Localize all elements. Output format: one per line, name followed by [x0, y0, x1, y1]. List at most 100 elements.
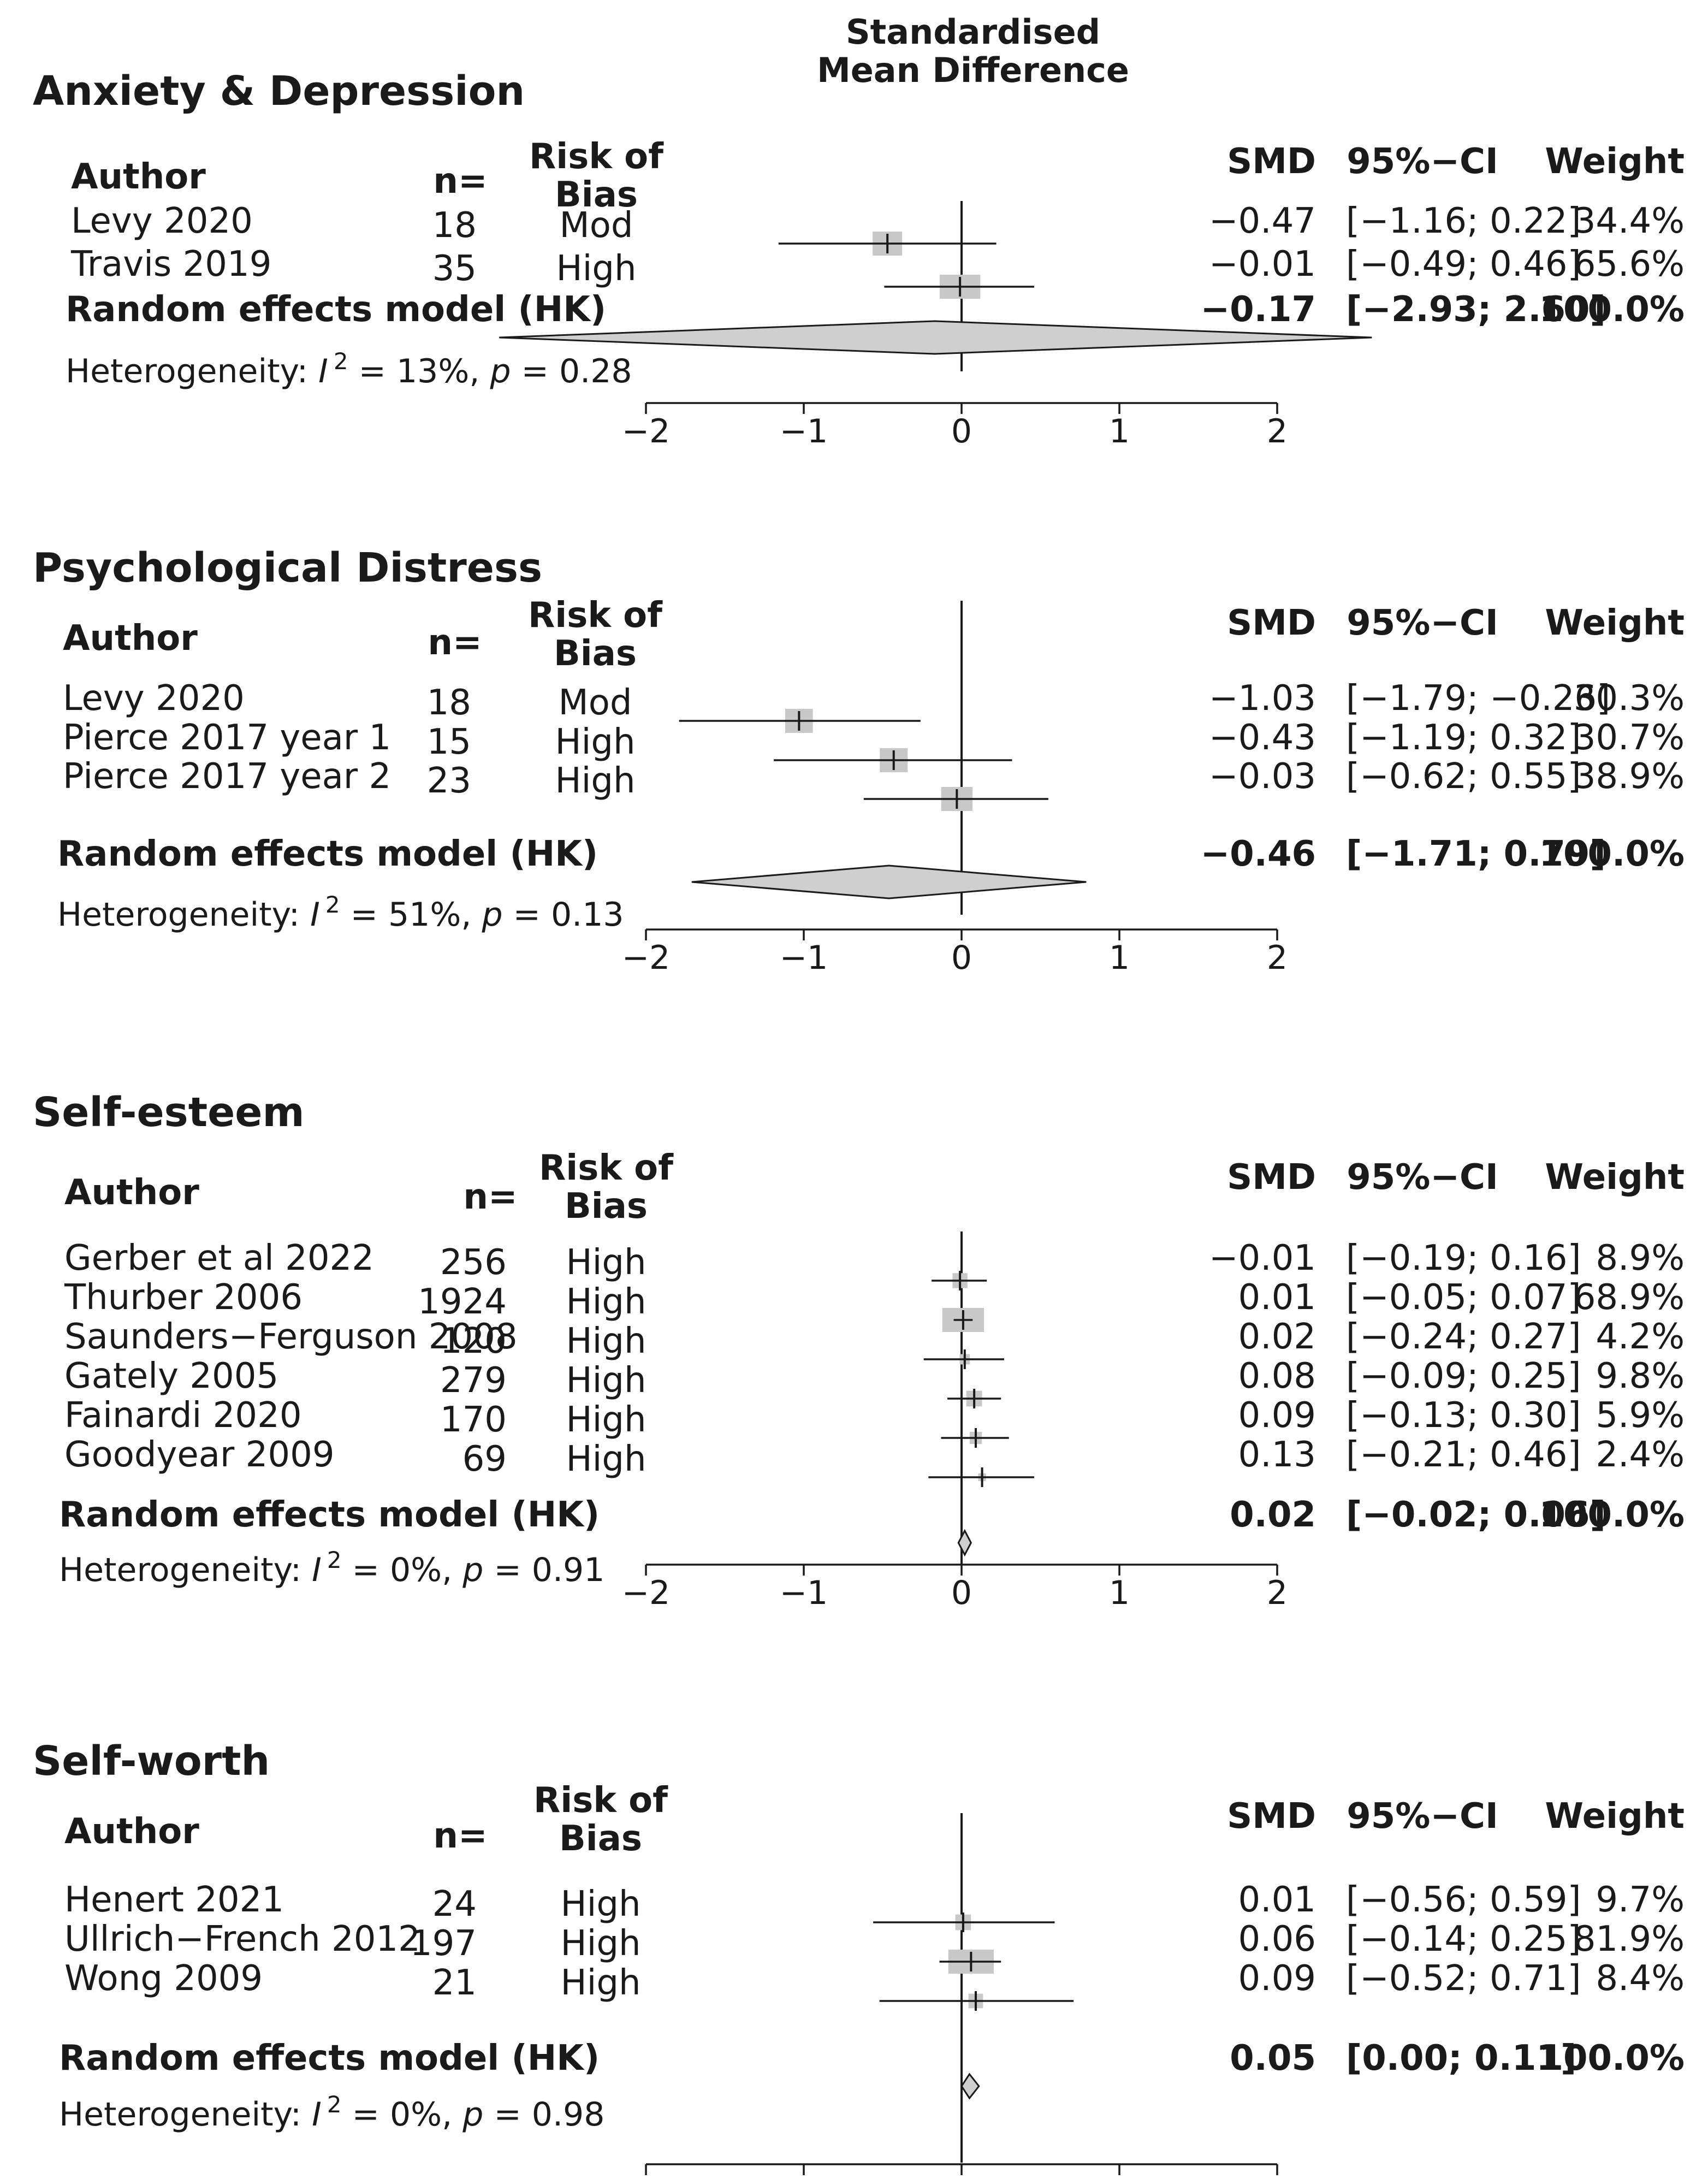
header-smd: SMD	[1227, 141, 1316, 182]
study-smd-value: −0.01	[1209, 244, 1316, 285]
pooled-smd-value: −0.46	[1200, 834, 1316, 874]
study-ci-value: [−0.14; 0.25]	[1346, 1919, 1581, 1959]
study-risk-of-bias: High	[566, 1439, 646, 1479]
header-author: Author	[64, 1173, 199, 1213]
header-n: n=	[463, 1177, 517, 1217]
panel-title: Self-esteem	[33, 1089, 305, 1136]
study-row: Goodyear 2009 69 High 0.13 [−0.21; 0.46] 2.4%	[64, 1435, 1685, 1487]
panel-title: Psychological Distress	[33, 544, 542, 591]
pooled-smd-value: −0.17	[1200, 289, 1316, 330]
study-row: Pierce 2017 year 2 23 High −0.03 [−0.62; 0.5…	[63, 756, 1685, 811]
study-weight-value: 2.4%	[1596, 1435, 1685, 1475]
x-axis-tick-label: −2	[622, 1574, 670, 1612]
study-n: 35	[432, 248, 477, 289]
heterogeneity-part: = 51%,	[340, 896, 482, 934]
study-ci-value: [−0.49; 0.46]	[1346, 244, 1581, 285]
study-row: Levy 2020 18 Mod −0.47 [−1.16; 0.22]34.4%	[71, 201, 1685, 256]
x-axis-tick-label: 1	[1109, 1574, 1130, 1612]
x-axis-tick-label: 1	[1109, 412, 1130, 451]
study-weight-value: 38.9%	[1574, 756, 1685, 797]
x-axis-tick-label: −1	[780, 2174, 828, 2179]
header-author: Author	[64, 1811, 199, 1852]
heterogeneity-part: Heterogeneity:	[59, 1551, 312, 1589]
study-author: Levy 2020	[63, 678, 245, 719]
panel-title: Anxiety & Depression	[33, 68, 525, 115]
header-risk-of-bias-line2: Bias	[565, 1186, 648, 1227]
study-risk-of-bias: High	[560, 1923, 640, 1964]
study-risk-of-bias: High	[555, 761, 635, 801]
study-weight-value: 9.8%	[1596, 1356, 1685, 1396]
pooled-label: Random effects model (HK)	[59, 2038, 600, 2079]
heterogeneity-part: = 13%,	[348, 352, 490, 390]
study-risk-of-bias: High	[566, 1360, 646, 1401]
study-ci-value: [−1.79; −0.26]	[1346, 678, 1610, 719]
heterogeneity-part: 2	[327, 2091, 342, 2118]
heterogeneity-part: = 0.98	[483, 2095, 604, 2134]
heterogeneity-part: 2	[325, 891, 340, 918]
study-weight-value: 30.3%	[1574, 678, 1685, 719]
study-risk-of-bias: High	[556, 248, 636, 289]
header-risk-of-bias-line2: Bias	[555, 175, 638, 215]
study-author: Gerber et al 2022	[64, 1238, 374, 1278]
study-ci-value: [−0.56; 0.59]	[1346, 1880, 1581, 1920]
study-smd-value: −0.03	[1209, 756, 1316, 797]
header-risk-of-bias-line1: Risk of	[529, 137, 664, 177]
study-n: 18	[432, 205, 477, 246]
study-n: 23	[427, 761, 471, 801]
study-weight-value: 68.9%	[1574, 1277, 1685, 1318]
study-risk-of-bias: High	[566, 1400, 646, 1440]
study-risk-of-bias: High	[560, 1884, 640, 1925]
study-row: Pierce 2017 year 1 15 High −0.43 [−1.19; 0.3…	[63, 718, 1685, 772]
heterogeneity-part: 2	[334, 348, 348, 375]
study-n: 120	[440, 1321, 507, 1361]
pooled-row: Random effects model (HK) 0.02 [−0.02; 0.0…	[59, 1495, 1685, 1557]
study-ci-value: [−0.21; 0.46]	[1346, 1435, 1581, 1475]
header-weight: Weight	[1545, 1157, 1685, 1198]
x-axis-tick-label: −1	[780, 412, 828, 451]
x-axis-tick-label: 2	[1267, 939, 1288, 977]
study-row: Henert 2021 24 High 0.01 [−0.56; 0.59] 9.7%	[64, 1880, 1685, 1932]
header-risk-of-bias-line1: Risk of	[528, 595, 663, 636]
study-risk-of-bias: High	[566, 1242, 646, 1283]
heterogeneity-part: I	[312, 2095, 322, 2134]
pooled-diamond	[499, 320, 1372, 355]
study-n: 197	[410, 1923, 477, 1964]
study-author: Ullrich−French 2012	[64, 1919, 420, 1959]
study-weight-value: 9.7%	[1596, 1880, 1685, 1920]
study-risk-of-bias: Mod	[560, 205, 633, 246]
header-ci: 95%−CI	[1347, 603, 1498, 643]
x-axis-title-line1: Standardised	[846, 12, 1100, 52]
header-risk-of-bias-line2: Bias	[554, 633, 637, 674]
study-weight-value: 65.6%	[1574, 244, 1685, 285]
study-smd-value: −0.43	[1209, 718, 1316, 758]
study-row: Wong 2009 21 High 0.09 [−0.52; 0.71] 8.4%	[64, 1958, 1685, 2011]
study-row: Travis 2019 35 High −0.01 [−0.49; 0.46]65.6%	[70, 244, 1685, 299]
study-smd-value: 0.13	[1238, 1435, 1316, 1475]
study-weight-value: 30.7%	[1574, 718, 1685, 758]
pooled-ci-value: [−2.93; 2.60]	[1346, 289, 1606, 330]
study-author: Saunders−Ferguson 2008	[64, 1317, 518, 1357]
study-author: Thurber 2006	[64, 1277, 303, 1318]
study-smd-value: 0.09	[1238, 1958, 1316, 1999]
pooled-weight-value: 100.0%	[1539, 289, 1685, 330]
study-smd-value: 0.02	[1238, 1317, 1316, 1357]
study-n: 21	[432, 1963, 477, 2003]
panel-2: Psychological Distress Author n= Risk ofBia…	[33, 544, 1685, 977]
panel-title: Self-worth	[33, 1738, 270, 1785]
header-ci: 95%−CI	[1347, 141, 1498, 182]
x-axis-tick-label: −2	[622, 412, 670, 451]
header-n: n=	[433, 161, 487, 202]
pooled-row: Random effects model (HK) −0.17 [−2.93; 2.…	[66, 289, 1685, 355]
x-axis-tick-label: 1	[1109, 2174, 1130, 2179]
study-weight-value: 34.4%	[1574, 201, 1685, 241]
x-axis-tick-label: 0	[951, 1574, 972, 1612]
x-axis-tick-label: 0	[951, 412, 972, 451]
header-author: Author	[71, 157, 206, 197]
study-weight-value: 8.9%	[1596, 1238, 1685, 1278]
pooled-row: Random effects model (HK) 0.05 [0.00; 0.11…	[59, 2038, 1685, 2100]
header-weight: Weight	[1545, 141, 1685, 182]
study-row: Thurber 2006 1924 High 0.01 [−0.05; 0.07]68.…	[64, 1277, 1685, 1332]
